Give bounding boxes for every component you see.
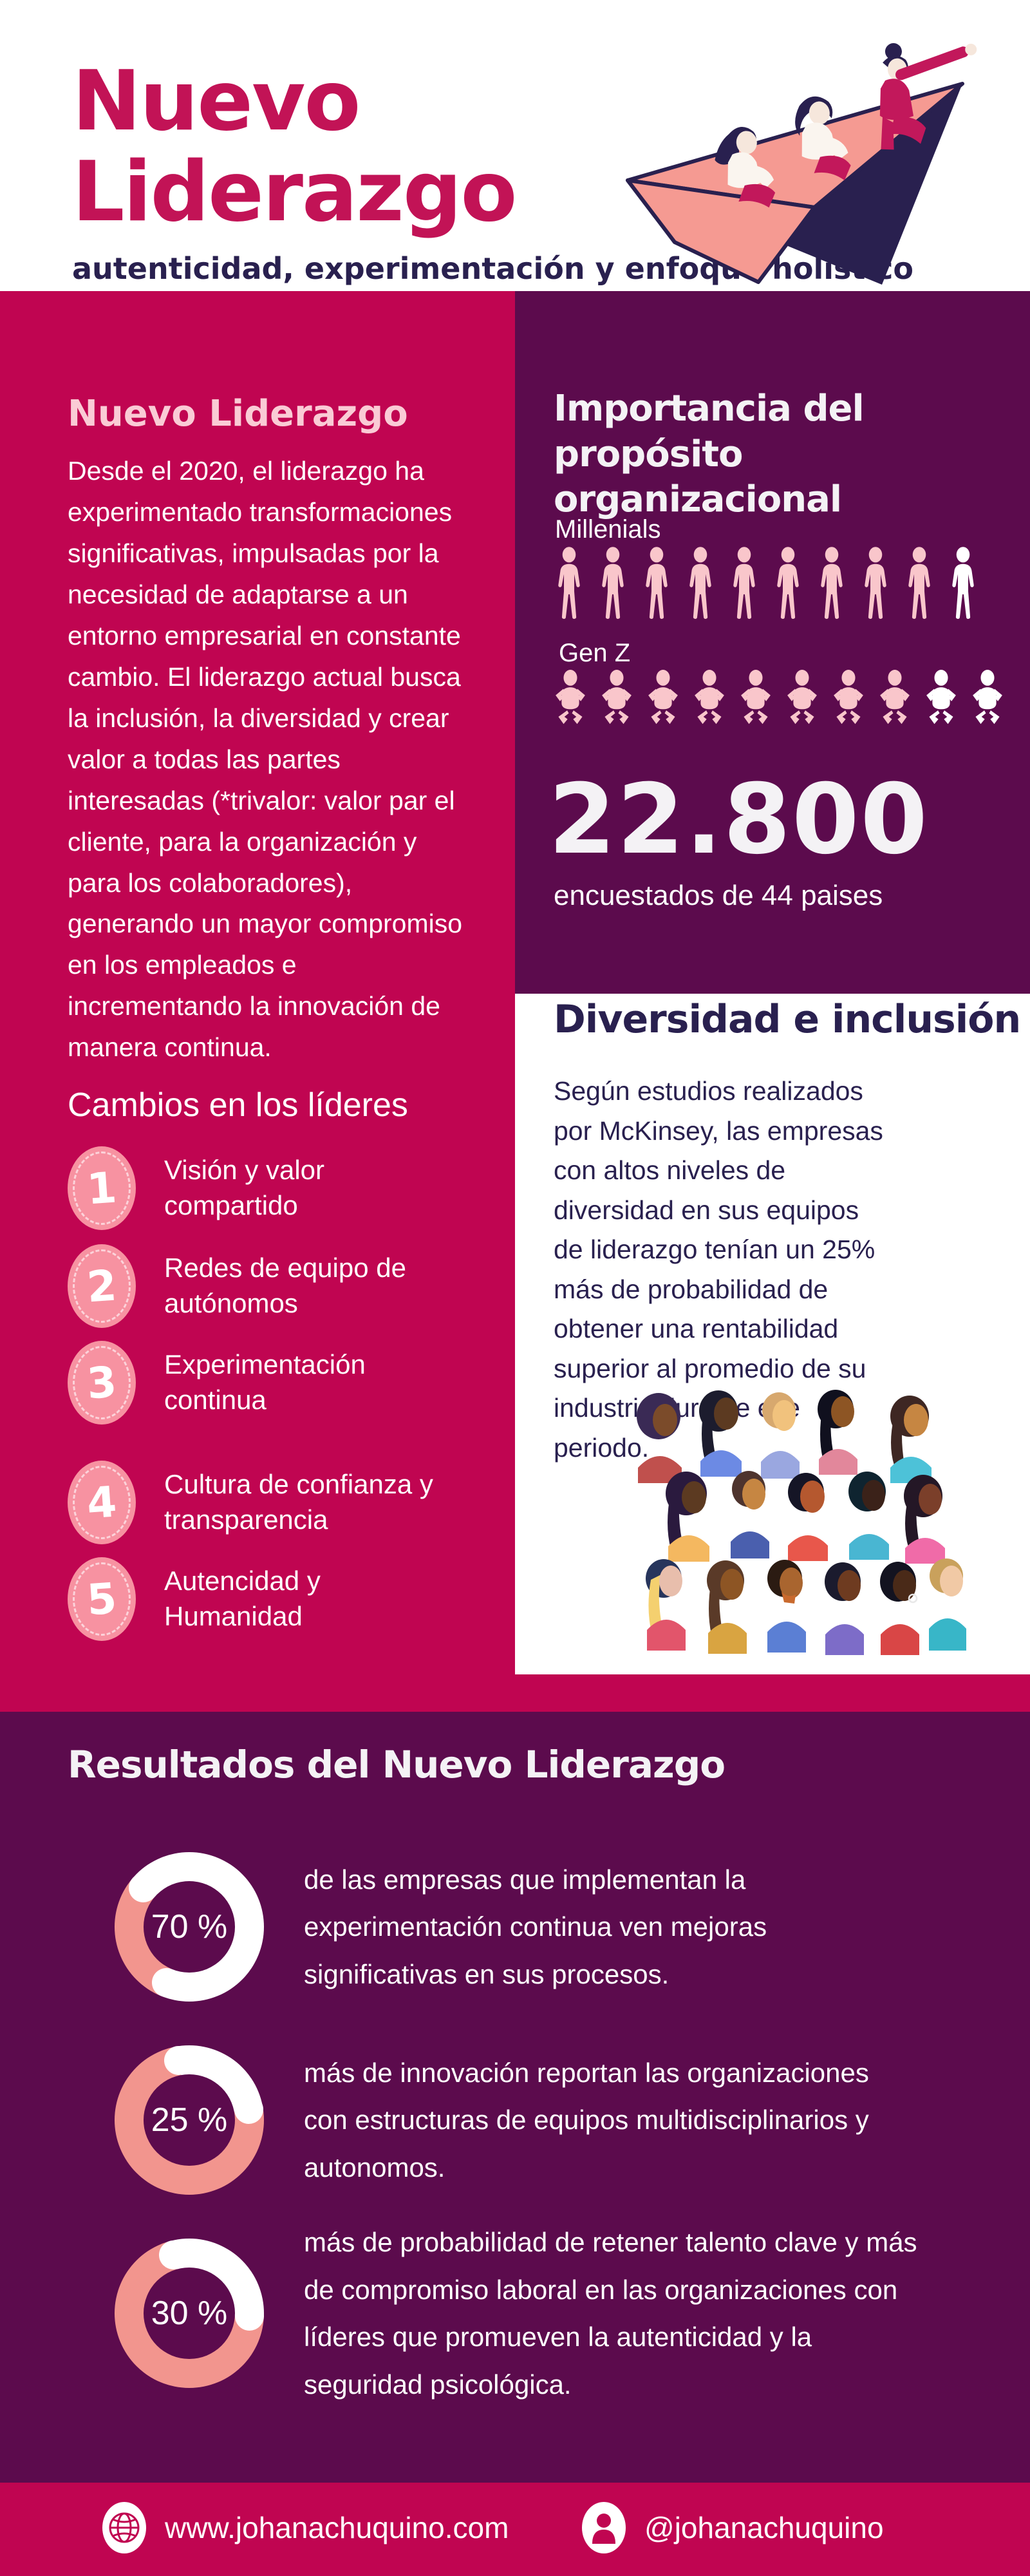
person-icon <box>645 670 681 737</box>
paper-plane-illustration <box>626 43 977 285</box>
genz-label: Gen Z <box>559 639 631 667</box>
person-icon <box>596 546 630 621</box>
left-column-paragraph: Desde el 2020, el liderazgo ha experimen… <box>68 456 463 1063</box>
woman-figure-1 <box>715 127 776 208</box>
list-item: 3 Experimentación continua <box>68 1341 480 1425</box>
donut-arc-cap <box>152 1968 182 1998</box>
badge-number: 4 <box>85 1476 118 1529</box>
person-icon <box>727 546 761 621</box>
person-icon <box>684 546 717 621</box>
footer-website[interactable]: www.johanachuquino.com <box>102 2501 509 2554</box>
result-row: 25 % más de innovación reportan las orga… <box>115 2045 1016 2195</box>
person-icon <box>859 546 892 621</box>
list-item: 2 Redes de equipo de autónomos <box>68 1244 480 1328</box>
person-icon <box>552 670 588 737</box>
purpose-heading: Importancia del propósito organizacional <box>554 388 865 521</box>
globe-icon <box>102 2502 146 2553</box>
list-item-label: Autencidad y Humanidad <box>164 1566 321 1631</box>
respondents-caption: encuestados de 44 paises <box>554 880 883 911</box>
divider-band <box>515 1674 1030 1712</box>
results-heading: Resultados del Nuevo Liderazgo <box>68 1743 726 1786</box>
donut-percent-label: 25 % <box>151 2101 228 2139</box>
number-badge: 1 <box>68 1146 136 1230</box>
number-badge: 2 <box>68 1244 136 1328</box>
list-item-label: Experimentación continua <box>164 1349 366 1415</box>
left-column-heading: Nuevo Liderazgo <box>68 393 408 435</box>
millenials-pictograph <box>552 546 980 621</box>
millenials-label: Millenials <box>555 515 661 544</box>
donut-arc-cap <box>128 1873 158 1903</box>
person-icon <box>946 546 980 621</box>
result-text: más de innovación reportan las organizac… <box>304 2057 869 2183</box>
diversity-heading: Diversidad e inclusión <box>554 997 1021 1042</box>
result-text: más de probabilidad de retener talento c… <box>304 2227 917 2400</box>
genz-pictograph <box>552 670 1006 737</box>
changes-list-heading: Cambios en los líderes <box>68 1086 408 1124</box>
footer-social-handle[interactable]: @johanachuquino <box>581 2501 884 2554</box>
person-icon <box>738 670 774 737</box>
person-icon <box>552 546 586 621</box>
number-badge: 3 <box>68 1341 136 1425</box>
result-text: de las empresas que implementan la exper… <box>304 1864 767 1989</box>
donut-arc-cap <box>164 2046 194 2076</box>
result-row: 30 % más de probabilidad de retener tale… <box>115 2227 1016 2400</box>
result-row: 70 % de las empresas que implementan la … <box>115 1852 1016 2002</box>
respondents-stat: 22.800 <box>548 764 929 876</box>
footer-website-text: www.johanachuquino.com <box>165 2511 509 2544</box>
number-badge: 5 <box>68 1557 136 1641</box>
person-icon <box>599 670 635 737</box>
list-item-label: Cultura de confianza y transparencia <box>164 1469 433 1535</box>
list-item: 5 Autencidad y Humanidad <box>68 1557 480 1641</box>
number-badge: 4 <box>68 1461 136 1544</box>
donut-percent-label: 30 % <box>151 2295 228 2332</box>
crowd-illustration <box>637 1390 966 1655</box>
list-item-label: Redes de equipo de autónomos <box>164 1253 406 1318</box>
list-item-label: Visión y valor compartido <box>164 1155 325 1220</box>
person-icon <box>969 670 1006 737</box>
person-icon <box>771 546 805 621</box>
list-item: 1 Visión y valor compartido <box>68 1146 480 1230</box>
badge-number: 1 <box>85 1162 118 1215</box>
person-icon <box>903 546 936 621</box>
donut-chart-70: 70 % <box>115 1852 264 2002</box>
page-title-line2: Liderazgo <box>72 144 517 240</box>
person-icon <box>640 546 673 621</box>
list-item: 4 Cultura de confianza y transparencia <box>68 1461 480 1544</box>
person-icon <box>815 546 848 621</box>
badge-number: 5 <box>85 1573 118 1625</box>
donut-arc-cap <box>234 2095 263 2125</box>
person-icon <box>784 670 820 737</box>
page-title-line1: Nuevo <box>72 53 360 149</box>
footer-bar <box>0 2483 1030 2576</box>
badge-number: 3 <box>85 1356 118 1409</box>
donut-arc-cap <box>159 2240 189 2270</box>
woman-figure-2 <box>795 96 851 181</box>
page-title: Nuevo Liderazgo <box>72 53 517 240</box>
woman-leader-figure <box>879 43 977 150</box>
person-icon <box>691 670 727 737</box>
footer-handle-text: @johanachuquino <box>644 2511 884 2544</box>
donut-percent-label: 70 % <box>151 1908 228 1946</box>
badge-number: 2 <box>85 1260 118 1312</box>
person-icon <box>877 670 913 737</box>
person-icon <box>923 670 959 737</box>
donut-arc-cap <box>234 2302 264 2331</box>
donut-chart-30: 30 % <box>115 2239 264 2388</box>
user-icon <box>582 2502 626 2553</box>
donut-chart-25: 25 % <box>115 2045 264 2195</box>
person-icon <box>830 670 866 737</box>
purpose-panel <box>515 291 1030 994</box>
